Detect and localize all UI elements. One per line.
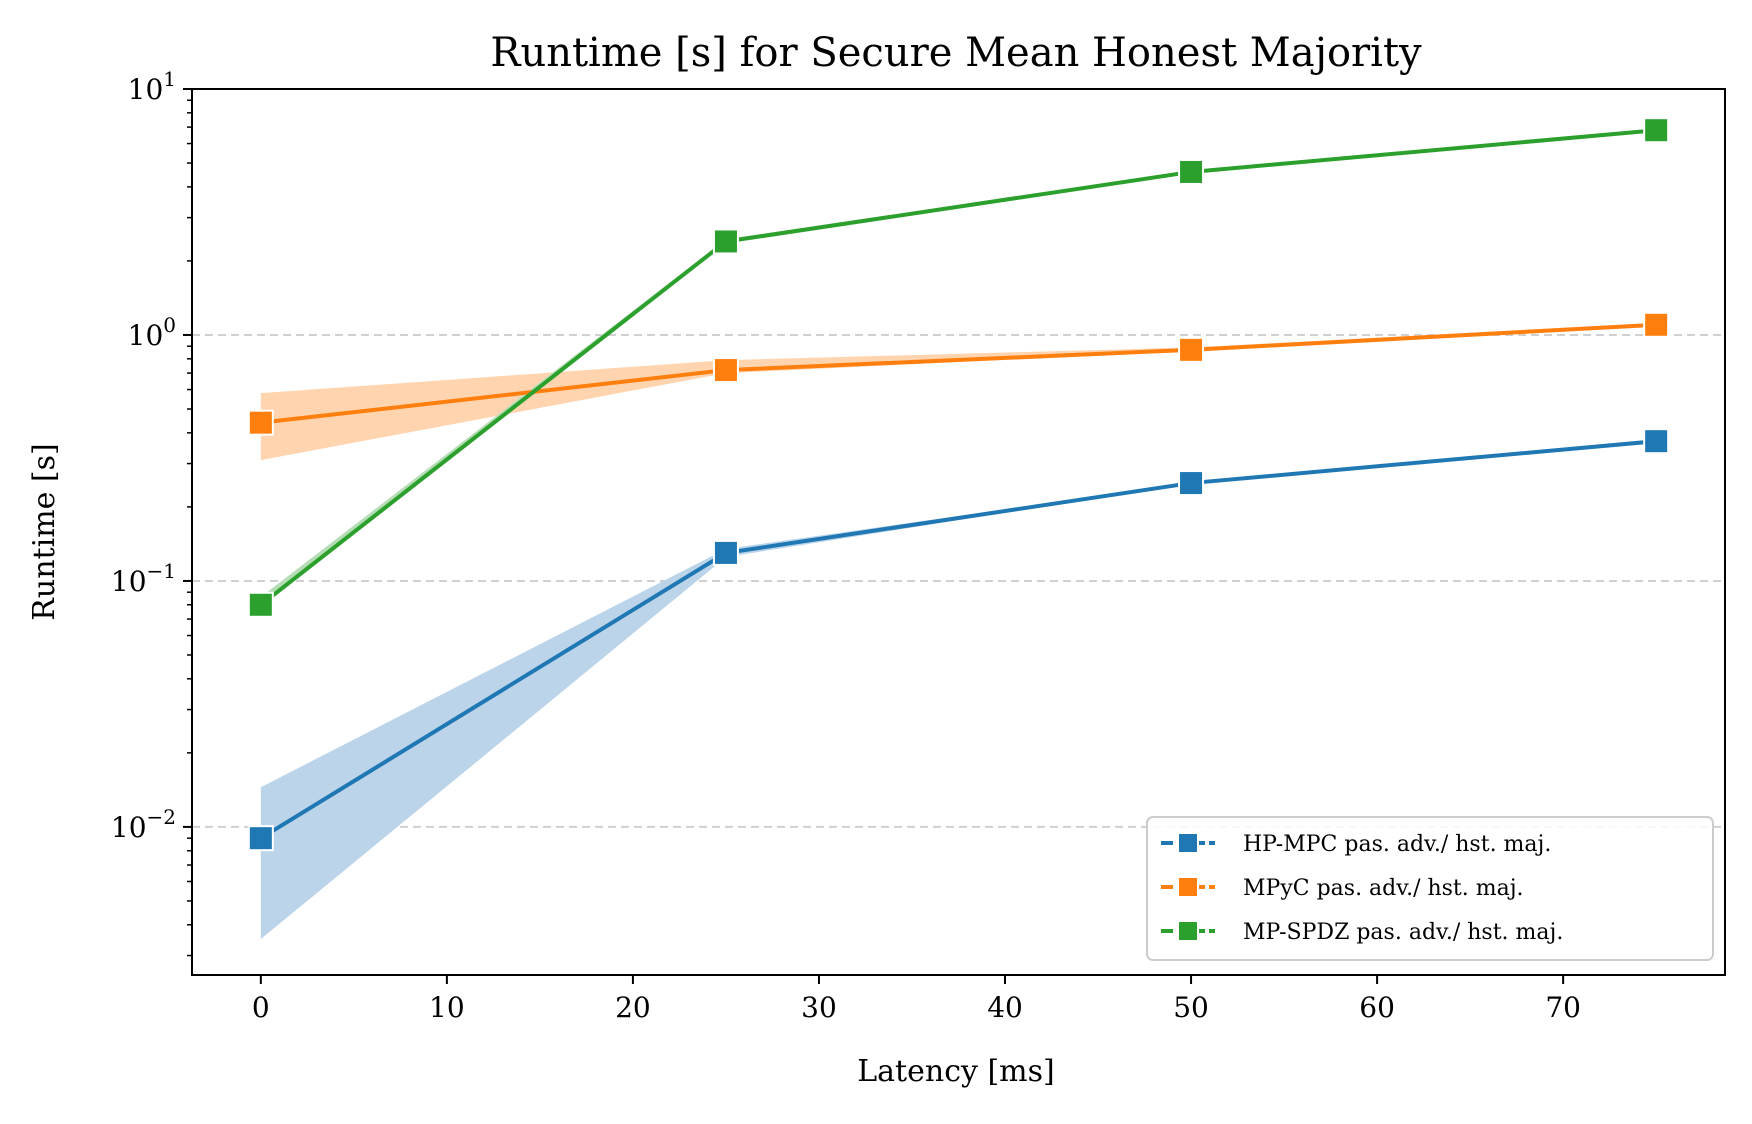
legend-marker (1177, 832, 1199, 854)
data-point (247, 825, 274, 852)
legend-label: MPyC pas. adv./ hst. maj. (1243, 876, 1524, 901)
y-axis-label: Runtime [s] (27, 443, 62, 620)
x-tick-label: 20 (615, 991, 651, 1024)
legend-label: MP-SPDZ pas. adv./ hst. maj. (1243, 920, 1563, 945)
data-point (712, 539, 739, 566)
legend-item: MPyC pas. adv./ hst. maj. (1161, 876, 1524, 901)
legend-marker (1177, 876, 1199, 898)
series-line (259, 439, 1657, 840)
data-point (1178, 336, 1205, 363)
data-point (712, 228, 739, 255)
x-axis-ticks: 0 10 20 30 40 50 60 70 (252, 975, 1581, 1024)
legend-item: MP-SPDZ pas. adv./ hst. maj. (1161, 920, 1563, 945)
legend-marker (1177, 920, 1199, 942)
x-axis-label: Latency [ms] (857, 1054, 1054, 1089)
legend-label: HP-MPC pas. adv./ hst. maj. (1243, 832, 1551, 857)
legend-box (1146, 816, 1714, 961)
legend: HP-MPC pas. adv./ hst. maj. MPyC pas. adv… (1146, 816, 1714, 961)
legend-item: HP-MPC pas. adv./ hst. maj. (1161, 832, 1551, 857)
x-tick-label: 50 (1173, 991, 1209, 1024)
series-lines (259, 128, 1657, 840)
data-point (712, 357, 739, 384)
y-tick-label: 10−1 (111, 559, 176, 598)
data-point (1643, 311, 1670, 338)
data-point (1178, 158, 1205, 185)
series-markers (247, 117, 1670, 852)
x-tick-label: 60 (1359, 991, 1395, 1024)
x-tick-label: 0 (252, 991, 270, 1024)
data-point (247, 409, 274, 436)
x-tick-label: 30 (801, 991, 837, 1024)
plot-frame (191, 88, 1726, 976)
confidence-band (260, 441, 1657, 940)
x-tick-label: 10 (429, 991, 465, 1024)
data-point (1643, 428, 1670, 455)
series-line (259, 128, 1657, 607)
chart-title: Runtime [s] for Secure Mean Honest Major… (490, 30, 1422, 76)
data-point (1643, 117, 1670, 144)
x-tick-label: 70 (1545, 991, 1581, 1024)
series-line (260, 322, 1657, 425)
x-tick-label: 40 (987, 991, 1023, 1024)
data-point (1178, 470, 1205, 497)
data-point (247, 591, 274, 618)
